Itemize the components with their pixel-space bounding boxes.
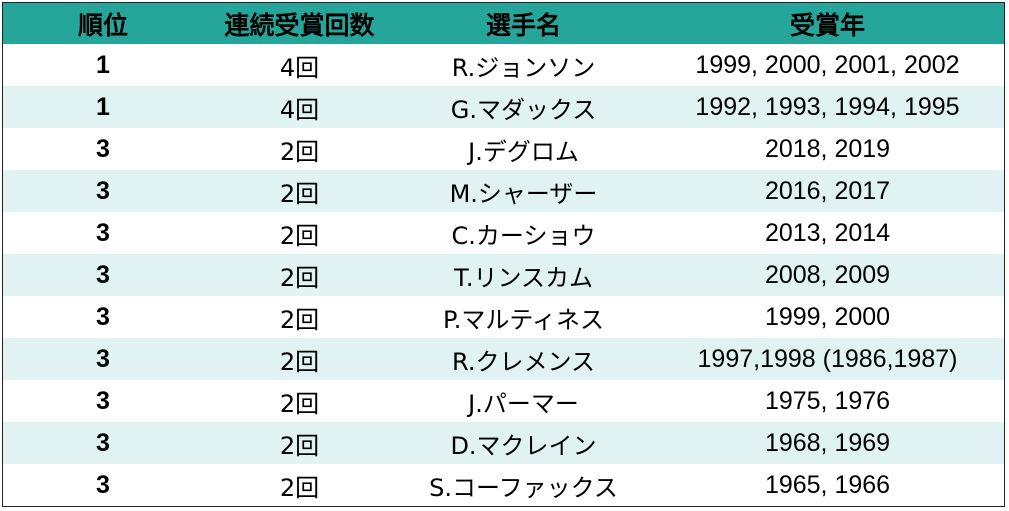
cell-player-name: J.デグロム bbox=[468, 137, 579, 166]
cell-years: 2018, 2019 bbox=[764, 134, 891, 163]
table-row: 3 2回 D.マクレイン 1968, 1969 bbox=[3, 422, 1004, 464]
table-body: 1 4回 R.ジョンソン 1999, 2000, 2001, 2002 1 4回… bbox=[3, 44, 1004, 506]
cell-years: 2016, 2017 bbox=[764, 176, 891, 205]
cell-player-name: T.リンスカム bbox=[454, 263, 593, 292]
cell-count: 2回 bbox=[279, 305, 320, 334]
cell-count: 4回 bbox=[279, 95, 320, 124]
cell-count: 2回 bbox=[279, 137, 320, 166]
table-row: 3 2回 M.シャーザー 2016, 2017 bbox=[3, 170, 1004, 212]
table-row: 3 2回 J.デグロム 2018, 2019 bbox=[3, 128, 1004, 170]
table-row: 3 2回 J.パーマー 1975, 1976 bbox=[3, 380, 1004, 422]
table-row: 3 2回 P.マルティネス 1999, 2000 bbox=[3, 296, 1004, 338]
cell-rank: 3 bbox=[96, 218, 110, 247]
cell-rank: 1 bbox=[96, 50, 110, 79]
cell-rank: 3 bbox=[96, 302, 110, 331]
cell-count: 2回 bbox=[279, 179, 320, 208]
cell-player-name: J.パーマー bbox=[468, 389, 579, 418]
ranking-table: 順位 連続受賞回数 選手名 受賞年 1 4回 R.ジョンソン 1999, 200… bbox=[3, 3, 1004, 506]
table-row: 3 2回 S.コーファックス 1965, 1966 bbox=[3, 464, 1004, 506]
table-row: 3 2回 C.カーショウ 2013, 2014 bbox=[3, 212, 1004, 254]
cell-years: 1992, 1993, 1994, 1995 bbox=[695, 92, 960, 121]
cell-rank: 3 bbox=[96, 428, 110, 457]
cell-rank: 3 bbox=[96, 470, 110, 499]
cell-years: 1975, 1976 bbox=[764, 386, 891, 415]
cell-count: 2回 bbox=[279, 389, 320, 418]
table-row: 1 4回 G.マダックス 1992, 1993, 1994, 1995 bbox=[3, 86, 1004, 128]
cell-years: 2008, 2009 bbox=[764, 260, 891, 289]
cell-player-name: D.マクレイン bbox=[450, 431, 597, 460]
cell-years: 1968, 1969 bbox=[764, 428, 891, 457]
cell-count: 4回 bbox=[279, 53, 320, 82]
cell-rank: 3 bbox=[96, 134, 110, 163]
cell-years: 1965, 1966 bbox=[764, 470, 891, 499]
cell-rank: 3 bbox=[96, 344, 110, 373]
cell-rank: 3 bbox=[96, 260, 110, 289]
cell-years: 1999, 2000 bbox=[764, 302, 891, 331]
table-row: 3 2回 T.リンスカム 2008, 2009 bbox=[3, 254, 1004, 296]
cell-player-name: M.シャーザー bbox=[449, 179, 598, 208]
cell-count: 2回 bbox=[279, 473, 320, 502]
cell-rank: 3 bbox=[96, 386, 110, 415]
cell-player-name: P.マルティネス bbox=[443, 305, 604, 334]
header-player-name: 選手名 bbox=[485, 10, 561, 40]
header-row: 順位 連続受賞回数 選手名 受賞年 bbox=[3, 3, 1004, 44]
cell-player-name: C.カーショウ bbox=[451, 221, 596, 250]
cell-years: 2013, 2014 bbox=[764, 218, 891, 247]
cell-player-name: R.ジョンソン bbox=[451, 53, 596, 82]
table-row: 1 4回 R.ジョンソン 1999, 2000, 2001, 2002 bbox=[3, 44, 1004, 86]
table-row: 3 2回 R.クレメンス 1997,1998 (1986,1987) bbox=[3, 338, 1004, 380]
cell-count: 2回 bbox=[279, 221, 320, 250]
cell-rank: 3 bbox=[96, 176, 110, 205]
cell-rank: 1 bbox=[96, 92, 110, 121]
cell-player-name: S.コーファックス bbox=[429, 473, 618, 502]
table-header: 順位 連続受賞回数 選手名 受賞年 bbox=[3, 3, 1004, 44]
cell-years: 1997,1998 (1986,1987) bbox=[697, 344, 958, 373]
cell-count: 2回 bbox=[279, 263, 320, 292]
header-consecutive-count: 連続受賞回数 bbox=[224, 10, 375, 40]
cell-player-name: G.マダックス bbox=[450, 95, 597, 124]
cell-player-name: R.クレメンス bbox=[452, 347, 595, 376]
cell-years: 1999, 2000, 2001, 2002 bbox=[695, 50, 960, 79]
header-rank: 順位 bbox=[77, 10, 128, 40]
cell-count: 2回 bbox=[279, 431, 320, 460]
header-award-years: 受賞年 bbox=[789, 10, 865, 40]
cell-count: 2回 bbox=[279, 347, 320, 376]
